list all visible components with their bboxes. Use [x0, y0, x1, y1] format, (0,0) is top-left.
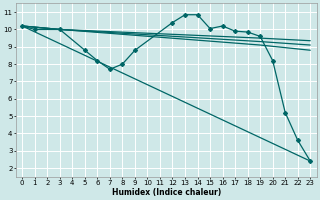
X-axis label: Humidex (Indice chaleur): Humidex (Indice chaleur) — [112, 188, 221, 197]
